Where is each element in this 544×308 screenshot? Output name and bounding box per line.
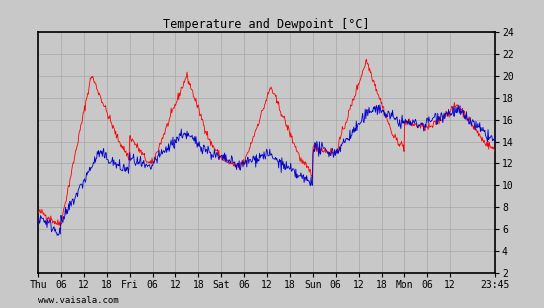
Title: Temperature and Dewpoint [°C]: Temperature and Dewpoint [°C] <box>163 18 370 31</box>
Text: www.vaisala.com: www.vaisala.com <box>38 296 119 305</box>
